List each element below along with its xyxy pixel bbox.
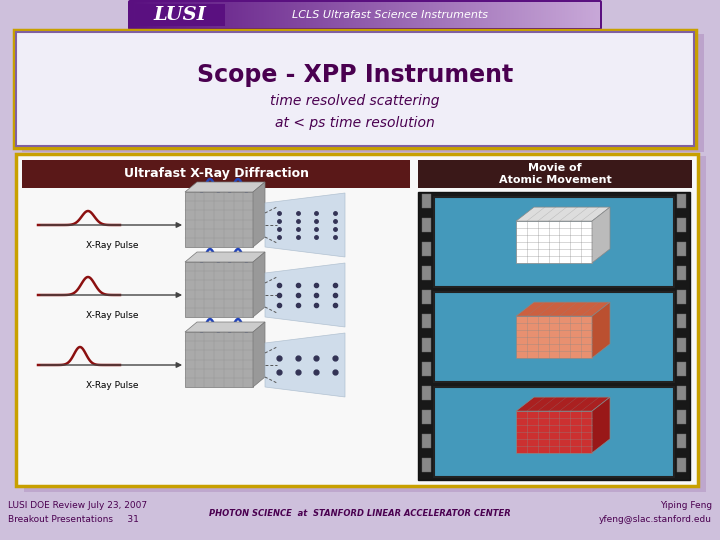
Bar	[422, 338, 431, 352]
Text: X-Ray Pulse: X-Ray Pulse	[86, 381, 138, 390]
Bar	[677, 194, 686, 208]
Bar	[677, 386, 686, 400]
Bar	[422, 410, 431, 424]
Polygon shape	[265, 333, 345, 397]
Bar	[677, 242, 686, 256]
Bar	[22, 160, 410, 188]
Polygon shape	[265, 263, 345, 327]
Bar	[135, 4, 225, 26]
Bar	[434, 197, 674, 287]
Polygon shape	[185, 182, 265, 192]
Text: Light
Pulse: Light Pulse	[253, 266, 266, 284]
Bar	[434, 292, 674, 382]
FancyBboxPatch shape	[128, 0, 602, 30]
Polygon shape	[185, 252, 265, 262]
Text: time resolved scattering
at < ps time resolution: time resolved scattering at < ps time re…	[270, 94, 440, 130]
Bar	[16, 32, 694, 146]
Polygon shape	[516, 207, 610, 221]
Bar	[677, 410, 686, 424]
Text: Light
Pulse: Light Pulse	[253, 336, 266, 354]
Polygon shape	[253, 252, 265, 317]
Bar	[185, 262, 253, 317]
Polygon shape	[253, 182, 265, 247]
Bar	[185, 192, 253, 247]
Polygon shape	[516, 411, 592, 453]
Bar	[422, 434, 431, 448]
Text: Yiping Feng: Yiping Feng	[660, 502, 712, 510]
Bar	[24, 156, 706, 492]
Polygon shape	[185, 322, 265, 332]
Polygon shape	[592, 302, 610, 358]
Text: Ultrafast X-Ray Diffraction: Ultrafast X-Ray Diffraction	[124, 167, 308, 180]
Polygon shape	[253, 322, 265, 387]
Text: Light
Pulse: Light Pulse	[253, 196, 266, 214]
Bar	[422, 218, 431, 232]
Polygon shape	[516, 316, 592, 358]
Text: PHOTON SCIENCE  at  STANFORD LINEAR ACCELERATOR CENTER: PHOTON SCIENCE at STANFORD LINEAR ACCELE…	[209, 509, 511, 517]
Text: LUSI: LUSI	[153, 6, 207, 24]
Bar	[422, 314, 431, 328]
Text: LCLS Ultrafast Science Instruments: LCLS Ultrafast Science Instruments	[292, 10, 488, 20]
Bar	[434, 387, 674, 477]
Bar	[422, 458, 431, 472]
Bar	[422, 386, 431, 400]
Polygon shape	[516, 397, 610, 411]
Polygon shape	[265, 193, 345, 257]
Polygon shape	[516, 221, 592, 263]
Bar	[422, 266, 431, 280]
Text: Movie of
Atomic Movement: Movie of Atomic Movement	[499, 163, 611, 185]
Bar	[422, 362, 431, 376]
Text: LUSI DOE Review July 23, 2007: LUSI DOE Review July 23, 2007	[8, 502, 147, 510]
Bar	[418, 192, 690, 480]
Bar	[14, 30, 696, 148]
Bar	[185, 332, 253, 387]
Text: Breakout Presentations     31: Breakout Presentations 31	[8, 516, 139, 524]
Text: X-Ray Pulse: X-Ray Pulse	[86, 241, 138, 250]
Bar	[677, 362, 686, 376]
Bar	[422, 194, 431, 208]
Bar	[677, 338, 686, 352]
Text: yfeng@slac.stanford.edu: yfeng@slac.stanford.edu	[599, 516, 712, 524]
FancyBboxPatch shape	[22, 34, 704, 152]
Bar	[677, 434, 686, 448]
Bar	[418, 160, 692, 188]
Bar	[677, 266, 686, 280]
Bar	[677, 290, 686, 304]
Text: X-Ray Pulse: X-Ray Pulse	[86, 311, 138, 320]
Bar	[422, 290, 431, 304]
Text: Scope - XPP Instrument: Scope - XPP Instrument	[197, 63, 513, 87]
Bar	[677, 218, 686, 232]
Bar	[422, 242, 431, 256]
Polygon shape	[592, 397, 610, 453]
Bar	[677, 458, 686, 472]
Bar	[677, 314, 686, 328]
Bar	[16, 154, 698, 486]
Polygon shape	[592, 207, 610, 263]
Polygon shape	[516, 302, 610, 316]
